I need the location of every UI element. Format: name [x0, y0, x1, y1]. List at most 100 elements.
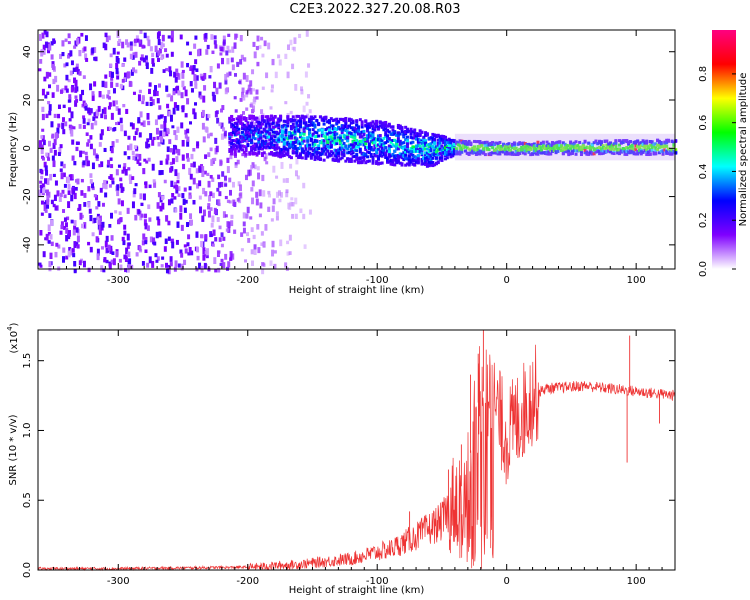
band-cell — [465, 151, 469, 155]
noise-cell — [72, 126, 76, 130]
noise-cell — [250, 119, 254, 123]
band-cell — [280, 131, 284, 135]
noise-cell — [169, 161, 173, 166]
noise-cell — [138, 153, 142, 161]
band-cell — [295, 149, 299, 153]
noise-cell — [186, 222, 190, 228]
band-cell — [560, 144, 564, 148]
band-cell — [411, 150, 415, 154]
band-cell — [273, 114, 277, 118]
band-cell — [239, 144, 243, 148]
noise-cell — [57, 152, 61, 157]
noise-cell — [144, 240, 148, 245]
noise-cell — [41, 88, 45, 96]
noise-cell — [101, 221, 105, 228]
noise-cell — [123, 130, 127, 137]
band-cell — [422, 156, 426, 160]
noise-cell — [269, 260, 273, 266]
noise-cell — [150, 67, 154, 74]
noise-cell — [138, 132, 142, 138]
noise-cell — [218, 225, 222, 230]
band-cell — [355, 130, 359, 134]
band-cell — [342, 125, 346, 129]
band-cell — [422, 162, 426, 166]
noise-cell — [156, 32, 160, 39]
noise-cell — [72, 188, 76, 195]
band-cell — [357, 157, 361, 161]
noise-cell — [214, 111, 218, 118]
noise-cell — [272, 198, 276, 205]
band-cell — [373, 140, 377, 144]
noise-cell — [72, 229, 76, 236]
band-cell — [645, 141, 649, 145]
band-cell — [581, 145, 585, 149]
noise-cell — [89, 215, 93, 222]
band-cell — [335, 128, 339, 132]
noise-cell — [89, 83, 93, 91]
band-cell — [308, 128, 312, 132]
band-cell — [498, 140, 502, 144]
band-cell — [266, 135, 270, 139]
band-cell — [415, 144, 419, 148]
band-cell — [670, 148, 674, 152]
band-cell — [273, 143, 277, 147]
noise-cell — [224, 253, 228, 260]
noise-cell — [222, 127, 226, 132]
band-cell — [284, 147, 288, 151]
noise-cell — [296, 175, 300, 180]
band-cell — [326, 145, 330, 149]
band-cell — [418, 150, 422, 154]
noise-cell — [252, 99, 256, 105]
band-cell — [351, 119, 355, 123]
noise-cell — [275, 191, 279, 198]
band-cell — [627, 146, 631, 150]
band-cell — [250, 138, 254, 142]
band-cell — [645, 150, 649, 154]
noise-cell — [116, 75, 120, 80]
band-cell — [476, 140, 480, 144]
band-cell — [284, 120, 288, 124]
noise-cell — [165, 85, 169, 92]
band-cell — [367, 142, 371, 146]
band-cell — [326, 120, 330, 124]
colorbar-tick-label: 0.0 — [698, 261, 709, 277]
band-cell — [299, 155, 303, 159]
noise-cell — [207, 267, 211, 272]
noise-cell — [67, 54, 71, 59]
noise-cell — [43, 161, 47, 168]
band-cell — [337, 120, 341, 124]
noise-cell — [171, 158, 175, 165]
band-cell — [259, 133, 263, 137]
noise-cell — [241, 87, 245, 93]
noise-cell — [66, 216, 70, 221]
band-cell — [416, 154, 420, 158]
band-cell — [652, 144, 656, 148]
noise-cell — [70, 86, 74, 93]
band-cell — [277, 123, 281, 127]
noise-cell — [131, 150, 135, 156]
noise-cell — [42, 139, 46, 146]
noise-cell — [219, 262, 223, 267]
noise-cell — [307, 63, 311, 68]
noise-cell — [42, 184, 46, 192]
noise-cell — [275, 211, 279, 216]
band-cell — [387, 160, 391, 164]
noise-cell — [173, 185, 177, 189]
band-cell — [411, 153, 415, 157]
noise-cell — [146, 138, 150, 143]
band-cell — [270, 114, 274, 118]
band-cell — [259, 145, 263, 149]
noise-cell — [167, 267, 171, 275]
noise-cell — [291, 213, 295, 219]
noise-cell — [126, 267, 130, 273]
noise-cell — [104, 183, 108, 190]
band-cell — [369, 154, 373, 158]
band-cell — [367, 159, 371, 163]
band-cell — [405, 130, 409, 134]
noise-cell — [249, 216, 253, 220]
band-cell — [291, 149, 295, 153]
band-cell — [393, 144, 397, 148]
noise-cell — [115, 122, 119, 126]
noise-cell — [40, 186, 44, 194]
noise-cell — [255, 191, 259, 198]
